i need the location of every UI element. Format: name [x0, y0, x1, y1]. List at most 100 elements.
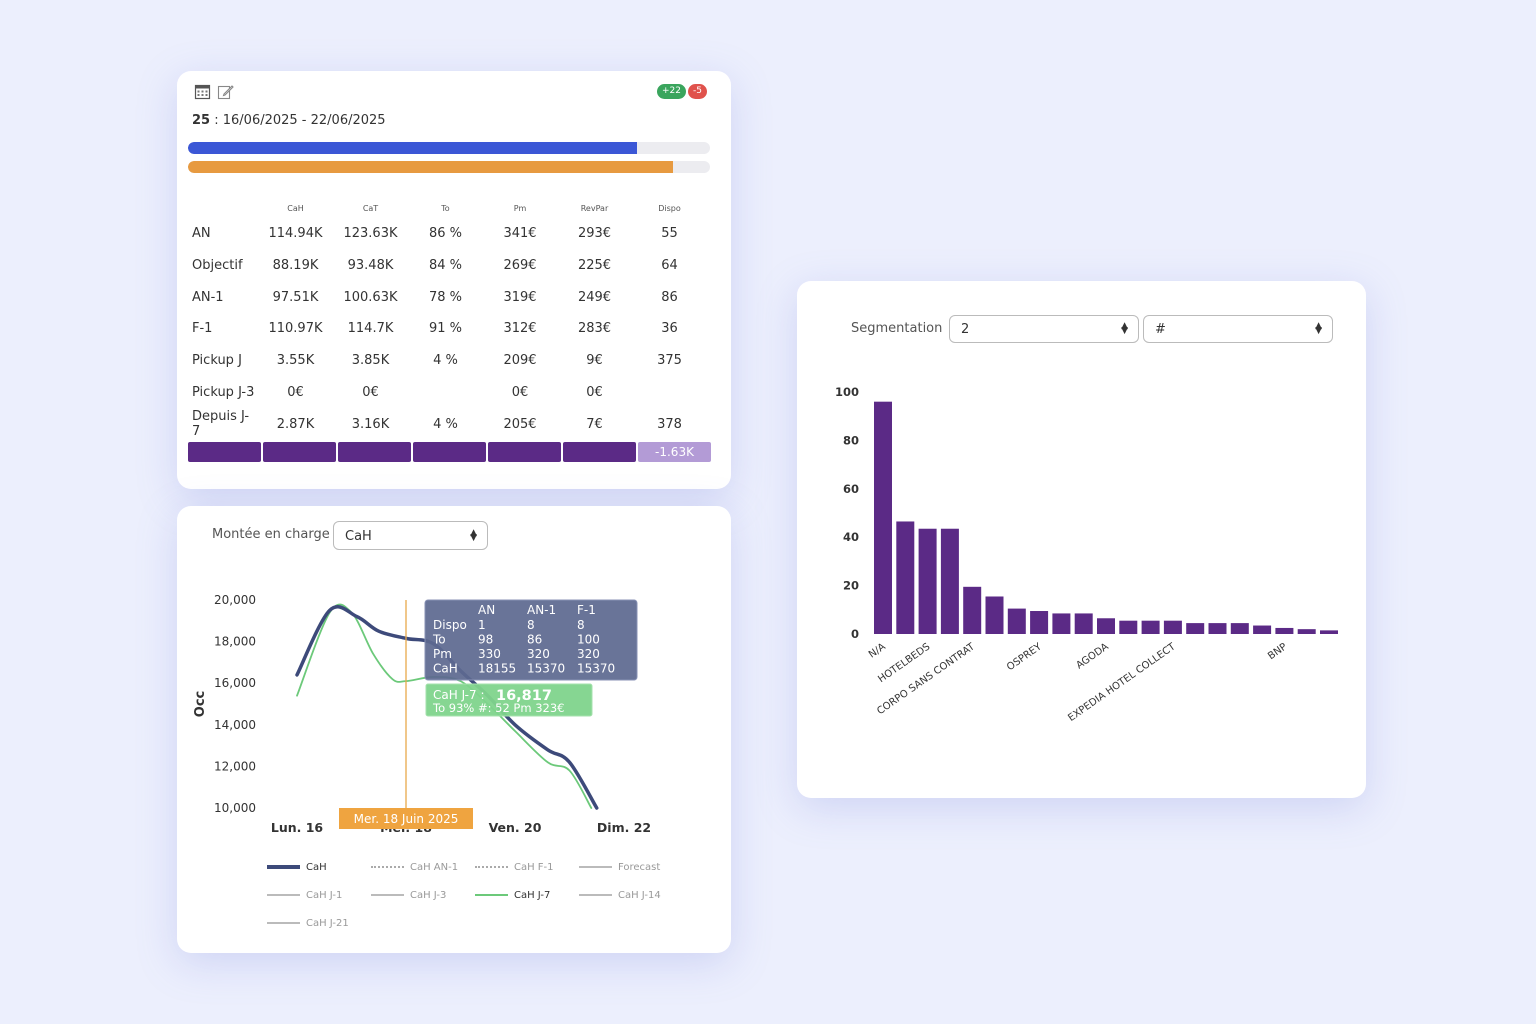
kpi-cell: 0€ — [362, 384, 379, 400]
segmentation-level-select[interactable]: 2 ▲ ▼ — [949, 315, 1139, 343]
summary-block — [488, 442, 561, 462]
kpi-cell: 123.63K — [343, 226, 398, 242]
badge-up: +22 — [657, 84, 687, 99]
legend-item[interactable]: CaH J-7 — [475, 887, 579, 903]
kpi-row-label: Objectif — [192, 258, 243, 274]
kpi-cell: 378 — [657, 416, 682, 432]
week-summary-card: +22 -5 25 : 16/06/2025 - 22/06/2025 CaH C… — [177, 71, 731, 489]
tooltip-row-label: Dispo — [433, 618, 467, 632]
kpi-cell: 3.85K — [351, 353, 390, 369]
calendar-icon[interactable] — [194, 83, 211, 100]
kpi-row: Pickup J 3.55K 3.85K 4 % 209€ 9€ 375 — [188, 345, 707, 377]
y-tick-label: 60 — [843, 482, 859, 496]
kpi-row-label: Depuis J-7 — [192, 409, 250, 440]
pickup-line-chart: Occ 20,000 18,000 16,000 14,000 12,000 10,000 L… — [193, 593, 651, 835]
bar — [940, 528, 959, 634]
tooltip-value: 320 — [577, 647, 600, 661]
segmentation-level-value: 2 — [961, 322, 970, 337]
progress-bar-realise — [188, 142, 710, 154]
summary-block — [563, 442, 636, 462]
bar — [896, 521, 915, 634]
legend-item[interactable]: CaH J-3 — [371, 887, 475, 903]
legend-swatch — [475, 894, 508, 896]
legend-item[interactable]: Forecast — [579, 859, 683, 875]
legend-swatch — [267, 922, 300, 924]
kpi-cell: 88.19K — [272, 258, 319, 274]
legend-label: CaH J-21 — [306, 917, 349, 929]
j7-tooltip-prefix: CaH J-7 : — [433, 688, 485, 702]
x-tick-label: Dim. 22 — [597, 820, 651, 835]
legend-swatch — [267, 865, 300, 869]
summary-block — [263, 442, 336, 462]
legend-label: Forecast — [618, 861, 661, 873]
y-tick-label: 100 — [835, 385, 859, 399]
tooltip-value: 18155 — [478, 662, 516, 676]
legend-item[interactable]: CaH J-1 — [267, 887, 371, 903]
tooltip-value: 15370 — [577, 662, 615, 676]
tooltip-value: 330 — [478, 647, 501, 661]
legend-label: CaH J-1 — [306, 889, 343, 901]
legend-item[interactable]: CaH AN-1 — [371, 859, 475, 875]
tooltip-value: 8 — [577, 618, 585, 632]
kpi-column-header: CaT — [362, 203, 379, 213]
tooltip-value: 8 — [527, 618, 535, 632]
y-tick-label: 20 — [843, 579, 859, 593]
legend-label: CaH J-14 — [618, 889, 661, 901]
kpi-cell: 84 % — [428, 258, 463, 274]
kpi-row-label: AN — [192, 226, 211, 242]
kpi-cell: 293€ — [577, 226, 612, 242]
legend-item[interactable]: CaH J-21 — [267, 915, 371, 931]
tooltip-value: 1 — [478, 618, 486, 632]
week-number: 25 — [192, 113, 211, 128]
crosshair-label: Mer. 18 Juin 2025 — [354, 812, 459, 826]
y-axis-title: Occ — [193, 691, 208, 717]
tooltip-value: 98 — [478, 633, 493, 647]
y-tick-label: 10,000 — [214, 801, 256, 815]
edit-icon[interactable] — [217, 83, 234, 100]
kpi-row: AN 114.94K 123.63K 86 % 341€ 293€ 55 — [188, 218, 707, 250]
bar — [918, 528, 937, 634]
kpi-row: Depuis J-7 2.87K 3.16K 4 % 205€ 7€ 378 — [188, 408, 707, 440]
kpi-column-header: RevPar — [580, 203, 609, 213]
kpi-cell: 114.7K — [347, 321, 394, 337]
y-tick-label: 80 — [843, 433, 859, 447]
progress-fill-realise — [188, 142, 637, 154]
summary-block — [188, 442, 261, 462]
kpi-cell: 100.63K — [343, 289, 398, 305]
segmentation-metric-select[interactable]: # ▲ ▼ — [1143, 315, 1333, 343]
tooltip-row-label: CaH — [433, 662, 458, 676]
bar — [963, 586, 982, 634]
tooltip-header: AN — [478, 603, 495, 617]
metric-select[interactable]: CaH ▲ ▼ — [333, 521, 488, 550]
legend-swatch — [475, 866, 508, 868]
kpi-row: Objectif 88.19K 93.48K 84 % 269€ 225€ 64 — [188, 250, 707, 282]
legend-label: CaH — [306, 861, 327, 873]
kpi-row-label: Pickup J — [192, 353, 242, 369]
week-title: 25 : 16/06/2025 - 22/06/2025 — [192, 113, 386, 128]
summary-block — [338, 442, 411, 462]
kpi-row-label: Pickup J-3 — [192, 384, 255, 400]
kpi-cell: 7€ — [586, 416, 603, 432]
kpi-cell — [632, 376, 707, 408]
legend-item[interactable]: CaH F-1 — [475, 859, 579, 875]
bar — [874, 401, 892, 634]
summary-block — [413, 442, 486, 462]
bar — [1253, 625, 1272, 634]
legend-item[interactable]: CaH J-14 — [579, 887, 683, 903]
bar — [1074, 613, 1093, 634]
bar — [1119, 620, 1138, 634]
kpi-cell: 9€ — [586, 353, 603, 369]
kpi-cell: 0€ — [287, 384, 304, 400]
kpi-table: CaH CaT To Pm RevPar Dispo AN 114.94K 123.63K 86… — [188, 198, 707, 440]
week-toolbar — [194, 83, 234, 100]
bar — [1141, 620, 1160, 634]
legend-item[interactable]: CaH — [267, 859, 371, 875]
x-tick-label: Lun. 16 — [271, 820, 324, 835]
j7-tooltip-value: 16,817 — [496, 688, 552, 704]
kpi-cell: 110.97K — [268, 321, 323, 337]
kpi-row-label: F-1 — [192, 321, 213, 337]
bar — [985, 596, 1004, 634]
kpi-cell: 86 % — [428, 226, 463, 242]
kpi-row: AN-1 97.51K 100.63K 78 % 319€ 249€ 86 — [188, 281, 707, 313]
kpi-cell: 4 % — [433, 416, 458, 432]
